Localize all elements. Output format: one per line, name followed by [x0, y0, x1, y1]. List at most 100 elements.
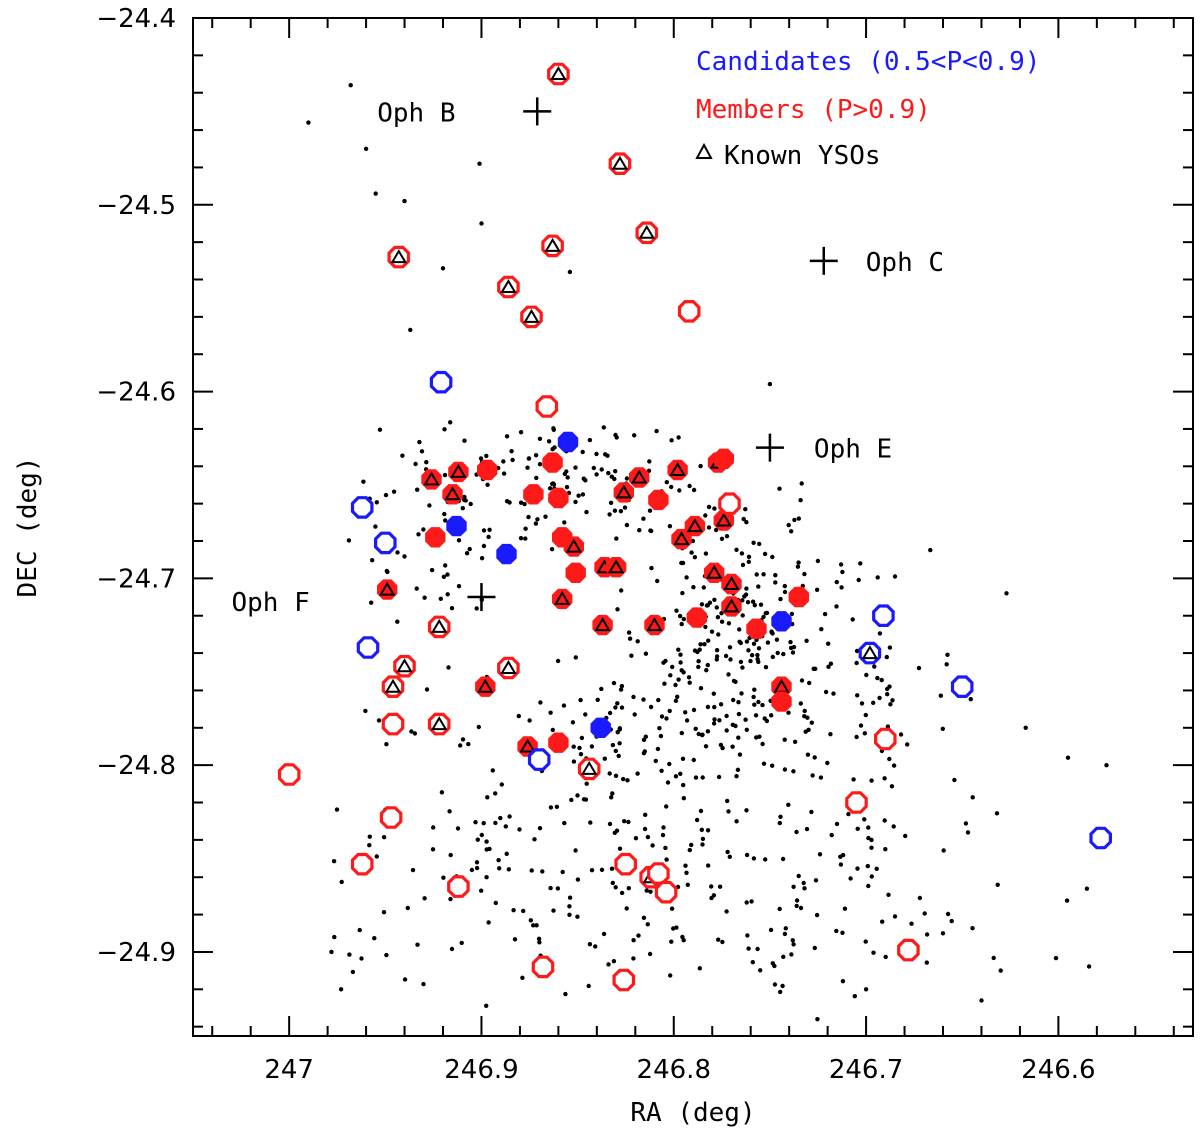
- field-dot: [369, 600, 374, 605]
- field-dot: [786, 802, 791, 807]
- field-dot: [854, 648, 860, 654]
- field-dot: [613, 705, 618, 710]
- field-dot: [458, 743, 463, 748]
- field-dot: [402, 198, 407, 204]
- field-dot: [680, 560, 686, 566]
- field-dot: [567, 904, 572, 909]
- known-yso-triangle: [580, 760, 598, 775]
- field-dot: [863, 987, 869, 992]
- field-dot: [744, 727, 749, 732]
- field-dot: [970, 926, 975, 931]
- field-dot: [549, 547, 555, 552]
- field-dot: [631, 938, 636, 943]
- field-dot: [862, 817, 867, 822]
- field-dot: [834, 604, 839, 609]
- field-dot: [724, 534, 730, 539]
- field-dot: [998, 968, 1003, 973]
- field-dot: [802, 571, 807, 577]
- field-dot: [533, 453, 539, 458]
- field-dot: [746, 648, 751, 653]
- field-dot: [363, 708, 368, 714]
- field-dot: [573, 499, 578, 505]
- field-dot: [681, 670, 686, 675]
- field-dot: [573, 848, 578, 853]
- field-dot: [792, 739, 798, 744]
- field-dot: [764, 718, 770, 724]
- field-dot: [727, 645, 733, 650]
- field-dot: [714, 648, 720, 653]
- field-dot: [798, 498, 803, 503]
- field-dot: [691, 707, 697, 713]
- field-dot: [829, 832, 834, 838]
- field-dot: [970, 795, 975, 800]
- field-dot: [888, 702, 893, 707]
- field-dot: [712, 717, 717, 722]
- field-dot: [796, 873, 801, 879]
- field-dot: [381, 835, 387, 840]
- known-yso-triangle: [390, 249, 408, 264]
- field-dot: [892, 574, 898, 579]
- field-dot: [744, 808, 749, 813]
- field-dot: [877, 631, 883, 636]
- member-marker: [548, 732, 569, 753]
- field-dot: [412, 731, 418, 736]
- field-dot: [778, 814, 783, 819]
- field-dot: [653, 758, 658, 764]
- field-dot: [770, 961, 775, 966]
- field-dot: [922, 911, 927, 916]
- field-dot: [347, 952, 352, 957]
- field-dot: [571, 744, 576, 749]
- field-dot: [748, 658, 753, 664]
- member-marker: [677, 300, 701, 323]
- candidate-marker: [496, 543, 517, 565]
- field-dot: [783, 926, 788, 931]
- field-dot: [712, 506, 717, 511]
- field-dot: [503, 824, 508, 829]
- field-dot: [869, 845, 874, 850]
- field-dot: [431, 825, 436, 830]
- field-dot: [702, 642, 707, 647]
- cloud-markers: Oph B Oph C Oph E Oph F: [231, 97, 944, 618]
- field-dot: [792, 517, 797, 523]
- field-dot: [880, 919, 885, 924]
- field-dot: [684, 575, 689, 580]
- field-dot: [580, 449, 585, 455]
- field-dot: [561, 703, 567, 708]
- field-dot: [538, 700, 543, 705]
- field-dot: [944, 662, 949, 667]
- field-dot: [679, 621, 684, 627]
- field-dot: [756, 646, 762, 651]
- field-dot: [395, 550, 400, 555]
- known-yso-triangle: [430, 716, 448, 731]
- field-dot: [755, 652, 760, 658]
- field-dot: [802, 708, 807, 714]
- field-dot: [427, 503, 432, 508]
- field-dot: [770, 631, 775, 636]
- field-dot: [607, 821, 613, 827]
- field-dot: [700, 836, 706, 842]
- field-dot: [719, 611, 724, 616]
- field-dot: [723, 653, 729, 659]
- field-dot: [798, 905, 804, 911]
- field-dot: [790, 938, 795, 943]
- field-dot: [611, 959, 617, 964]
- field-dot: [624, 476, 630, 481]
- field-dot: [762, 551, 768, 557]
- field-dot: [696, 659, 701, 664]
- field-dot: [740, 562, 746, 568]
- field-dot: [537, 436, 543, 441]
- field-dot: [485, 482, 490, 487]
- field-dot: [603, 452, 608, 457]
- field-dot: [875, 675, 880, 681]
- field-dot: [839, 585, 844, 590]
- field-dot: [501, 459, 506, 464]
- field-dot: [871, 950, 876, 955]
- field-dot: [555, 886, 561, 891]
- field-dot: [726, 621, 732, 626]
- field-dot: [777, 906, 782, 912]
- field-dot: [540, 869, 545, 874]
- field-dot: [581, 797, 587, 802]
- field-dot: [746, 946, 751, 951]
- field-dot: [419, 449, 425, 454]
- field-dot: [781, 954, 786, 959]
